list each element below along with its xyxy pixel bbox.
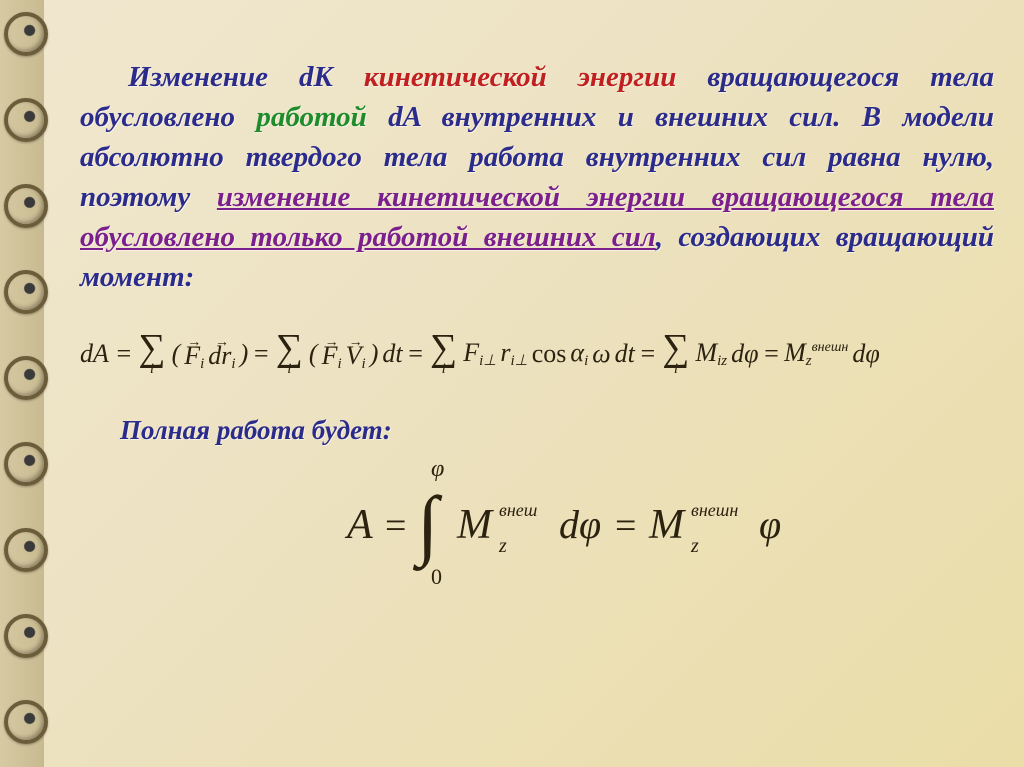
vector-F: →Fi [322, 339, 342, 368]
svg-text:φ: φ [759, 502, 781, 547]
main-paragraph: Изменение dK кинетической энергии вращаю… [80, 57, 994, 297]
text-green: работой [256, 101, 366, 133]
vector-V: →Vi [346, 339, 366, 368]
spiral-binding [0, 0, 44, 767]
svg-text:M: M [456, 502, 494, 548]
svg-text:z: z [498, 535, 507, 557]
sigma-icon: ∑i [276, 331, 303, 377]
text-plain: Изменение dK [128, 61, 364, 93]
integral-icon: ∫ [412, 480, 443, 571]
eq2-A: A [344, 502, 373, 548]
slide-content: Изменение dK кинетической энергии вращаю… [80, 28, 994, 593]
svg-text:dφ: dφ [559, 502, 601, 547]
sigma-icon: ∑i [662, 331, 689, 377]
equation-dA: dA = ∑i ( →Fi →dri ) = ∑i ( →Fi →Vi ) dt… [80, 331, 994, 377]
svg-text:φ: φ [431, 458, 444, 482]
svg-text:=: = [615, 505, 636, 547]
svg-text:=: = [385, 505, 406, 547]
svg-text:внешн: внешн [691, 500, 738, 520]
eq-lhs: dA = [80, 339, 132, 369]
vector-F: →Fi [184, 339, 204, 368]
text-red: кинетической энергии [364, 61, 676, 93]
vector-dr: →dri [208, 339, 235, 368]
svg-text:z: z [690, 535, 699, 557]
sigma-icon: ∑i [430, 331, 457, 377]
subheading: Полная работа будет: [120, 415, 994, 446]
svg-text:0: 0 [431, 564, 442, 588]
svg-text:внеш: внеш [499, 500, 537, 520]
equation-A: A = ∫ φ 0 M внеш z dφ = M внешн z φ [80, 458, 994, 593]
svg-text:M: M [648, 502, 686, 548]
sigma-icon: ∑i [138, 331, 165, 377]
